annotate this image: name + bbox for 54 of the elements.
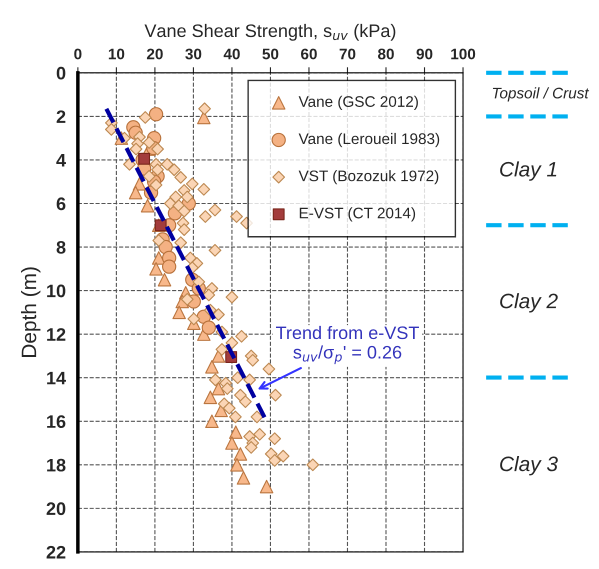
point: [236, 471, 250, 485]
x-tick-label: 80: [378, 48, 394, 60]
legend-label: E-VST (CT 2014): [300, 207, 416, 222]
x-tick-label: 90: [416, 48, 432, 60]
y-tick-label: 2: [56, 110, 66, 123]
y-tick-label: 16: [47, 415, 66, 428]
x-tick-label: 20: [146, 48, 163, 60]
point: [230, 458, 244, 472]
point: [204, 390, 218, 404]
y-tick-label: 12: [47, 328, 66, 341]
point: [260, 480, 274, 494]
y-tick-label: 8: [56, 240, 66, 254]
point: [172, 306, 186, 320]
point: [154, 219, 167, 232]
x-tick-label: 10: [108, 48, 124, 60]
x-tick-label: 30: [185, 48, 202, 60]
y-tick-label: 0: [56, 66, 66, 80]
y-tick-label: 14: [47, 372, 66, 384]
x-tick-label: 100: [451, 48, 476, 60]
x-axis-title: Vane Shear Strength, s$_{uv}$ (kPa): [144, 24, 396, 41]
point: [128, 186, 142, 200]
point: [149, 262, 163, 276]
point: [140, 198, 154, 212]
point: [212, 382, 226, 396]
y-tick-label: 4: [56, 154, 66, 166]
point: [158, 272, 172, 286]
text: Topsoil / Crust: [492, 87, 590, 102]
point: [148, 107, 164, 122]
text: Clay 3: [500, 456, 558, 476]
y-axis-title: Depth (m): [21, 267, 40, 357]
point: [162, 260, 176, 274]
x-tick-label: 0: [74, 48, 82, 60]
annotation: Trend from e-VST s$_{uv}$/σ$_{p}$' = 0.26: [276, 326, 419, 364]
point: [229, 425, 243, 439]
x-tick-label: 50: [262, 48, 278, 60]
y-tick-label: 18: [47, 458, 66, 472]
point: [138, 152, 150, 165]
text: Clay 1: [500, 161, 556, 181]
point: [205, 360, 219, 374]
point: [234, 447, 248, 461]
x-tick-label: 40: [224, 48, 240, 60]
y-tick-label: 6: [56, 197, 66, 210]
point: [225, 436, 239, 450]
x-tick-label: 70: [340, 48, 356, 60]
legend-label: Vane (GSC 2012): [298, 96, 418, 110]
point: [202, 320, 216, 335]
y-tick-label: 10: [47, 284, 66, 298]
x-tick-label: 60: [301, 48, 317, 60]
text: Clay 2: [500, 293, 558, 313]
point: [205, 414, 219, 428]
y-tick-label: 22: [46, 546, 66, 558]
legend-label: Vane (Leroueil 1983): [298, 132, 440, 148]
y-tick-label: 20: [46, 502, 66, 516]
legend-label: VST (Bozozuk 1972): [298, 170, 438, 184]
